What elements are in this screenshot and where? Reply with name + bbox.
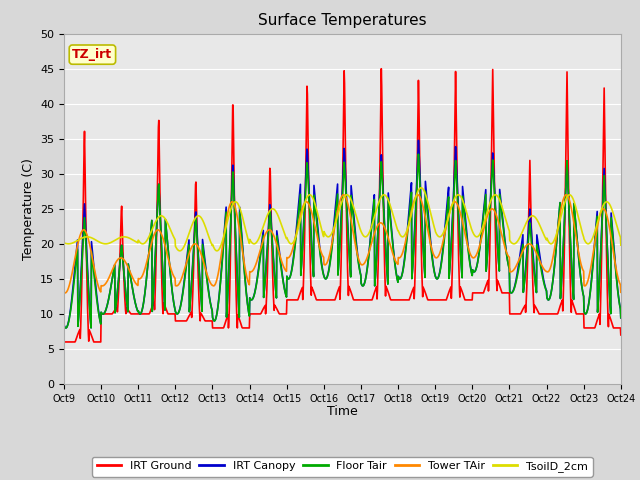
Floor Tair [552,253,559,259]
Tower TAir [563,192,570,198]
Tower TAir [617,289,625,295]
TsoilD_2cm [552,235,559,240]
Floor Tair [415,151,422,157]
IRT Canopy [184,243,192,249]
Line: IRT Canopy: IRT Canopy [64,140,621,328]
TsoilD_2cm [170,235,178,241]
IRT Ground [184,315,191,321]
TsoilD_2cm [502,219,510,225]
IRT Ground [60,339,68,345]
Tower TAir [551,243,559,249]
IRT Ground [551,311,559,317]
Floor Tair [502,250,510,256]
IRT Ground [378,66,385,72]
Y-axis label: Temperature (C): Temperature (C) [22,158,35,260]
Tower TAir [502,248,509,253]
Floor Tair [184,248,192,254]
Floor Tair [246,297,254,302]
Tower TAir [429,251,437,256]
Text: TZ_irt: TZ_irt [72,48,113,61]
IRT Canopy [62,325,70,331]
Title: Surface Temperatures: Surface Temperatures [258,13,427,28]
IRT Canopy [415,137,422,143]
Tower TAir [184,253,192,259]
TsoilD_2cm [184,234,191,240]
Floor Tair [171,305,179,311]
TsoilD_2cm [417,185,425,191]
Tower TAir [171,275,179,281]
TsoilD_2cm [246,238,254,244]
Legend: IRT Ground, IRT Canopy, Floor Tair, Tower TAir, TsoilD_2cm: IRT Ground, IRT Canopy, Floor Tair, Towe… [92,457,593,477]
IRT Ground [502,290,509,296]
Line: Tower TAir: Tower TAir [64,195,621,293]
Line: Floor Tair: Floor Tair [64,154,621,328]
X-axis label: Time: Time [327,405,358,418]
Floor Tair [60,322,68,328]
IRT Canopy [429,264,437,270]
Floor Tair [617,315,625,321]
Tower TAir [61,290,69,296]
Line: IRT Ground: IRT Ground [64,69,621,342]
Floor Tair [429,265,437,271]
IRT Canopy [502,249,510,254]
Line: TsoilD_2cm: TsoilD_2cm [64,188,621,251]
IRT Ground [429,297,437,303]
IRT Canopy [246,296,254,302]
TsoilD_2cm [60,240,68,246]
TsoilD_2cm [213,248,221,254]
TsoilD_2cm [429,222,437,228]
IRT Ground [617,332,625,338]
Floor Tair [62,325,70,331]
IRT Canopy [617,315,625,321]
TsoilD_2cm [617,242,625,248]
IRT Ground [246,311,254,317]
IRT Ground [170,311,178,317]
Tower TAir [246,269,254,275]
IRT Canopy [552,253,559,259]
IRT Canopy [60,322,68,328]
Tower TAir [60,289,68,295]
IRT Canopy [171,305,179,311]
